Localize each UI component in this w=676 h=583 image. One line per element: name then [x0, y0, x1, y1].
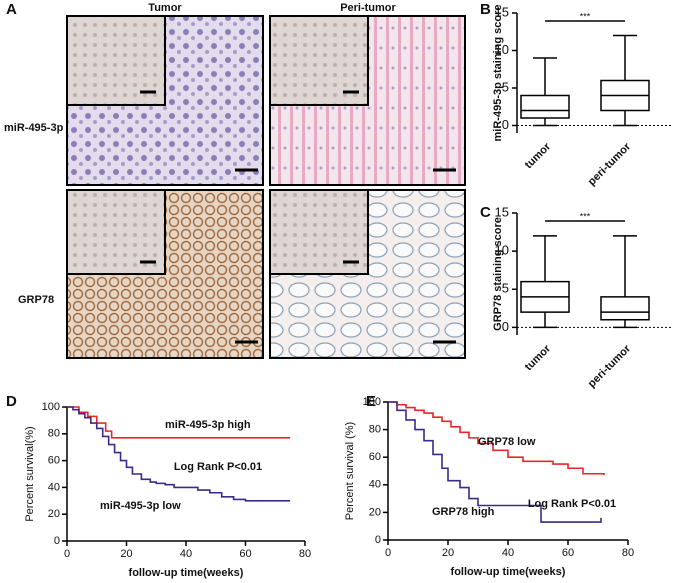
x-tick-label: 60	[239, 548, 251, 560]
y-tick-label: 40	[369, 479, 381, 491]
micrographs	[66, 15, 466, 359]
x-tick-label: 80	[622, 547, 634, 559]
panel-letter: B	[480, 1, 491, 18]
y-tick-label: 0	[502, 117, 509, 132]
annotation: Log Rank P<0.01	[174, 461, 262, 473]
box	[520, 94, 570, 119]
y-tick-label: 0	[502, 319, 509, 334]
series-label: GRP78 high	[432, 506, 495, 518]
y-tick-label: 80	[48, 428, 60, 440]
panel-letter: A	[6, 1, 17, 18]
y-tick-label: 80	[369, 424, 381, 436]
panel-a: A Tumor Peri-tumor miR-495-3p GRP78	[4, 1, 466, 359]
x-axis-label: follow-up time(weeks)	[451, 566, 566, 578]
y-tick-label: 15	[495, 204, 509, 219]
y-tick-label: 0	[375, 534, 381, 546]
row-label: GRP78	[18, 294, 54, 306]
x-tick-label: tumor	[523, 342, 554, 373]
y-tick-label: 5	[502, 281, 509, 296]
y-axis-label: Percent survival(%)	[24, 426, 36, 521]
scale-bars	[140, 90, 456, 344]
x-tick-label: 20	[442, 547, 454, 559]
panel-letter: C	[480, 204, 491, 221]
box	[600, 296, 650, 321]
inset	[269, 189, 369, 275]
x-tick-label: 0	[64, 548, 70, 560]
y-tick-label: 10	[495, 243, 509, 258]
significance-label: ***	[580, 211, 591, 221]
x-tick-label: 80	[299, 548, 311, 560]
x-tick-label: peri-tumor	[586, 342, 634, 390]
y-tick-label: 20	[48, 508, 60, 520]
x-tick-label: tumor	[523, 140, 554, 171]
x-tick-label: 0	[385, 547, 391, 559]
inset	[66, 189, 166, 275]
column-label: Peri-tumor	[340, 2, 396, 14]
survival-curve	[388, 401, 602, 523]
y-tick-label: 0	[54, 535, 60, 547]
y-tick-label: 100	[42, 401, 60, 413]
series-label: miR-495-3p low	[100, 500, 181, 512]
y-tick-label: 60	[369, 451, 381, 463]
inset	[269, 15, 369, 106]
y-tick-label: 5	[502, 79, 509, 94]
y-tick-label: 20	[369, 506, 381, 518]
survival-curve	[67, 406, 291, 502]
x-tick-label: 60	[562, 547, 574, 559]
y-tick-label: 60	[48, 455, 60, 467]
panel-letter: E	[366, 393, 376, 410]
column-label: Tumor	[148, 2, 182, 14]
y-axis-label: GRP78 staining score	[492, 217, 504, 331]
series-label: GRP78 low	[478, 436, 536, 448]
x-axis-label: follow-up time(weeks)	[129, 567, 244, 579]
row-label: miR-495-3p	[4, 122, 64, 134]
series-label: miR-495-3p high	[165, 419, 251, 431]
y-tick-label: 100	[363, 396, 381, 408]
x-tick-label: peri-tumor	[586, 140, 634, 188]
x-tick-label: 40	[180, 548, 192, 560]
y-tick-label: 40	[48, 481, 60, 493]
inset	[66, 15, 166, 106]
significance-label: ***	[580, 11, 591, 21]
x-tick-label: 20	[120, 548, 132, 560]
survival-curve	[388, 401, 605, 476]
x-tick-label: 40	[502, 547, 514, 559]
y-tick-label: 15	[495, 4, 509, 19]
y-axis-label: miR-495-3p staining score	[492, 5, 504, 142]
y-axis-label: Percent survival (%)	[344, 422, 356, 520]
annotation: Log Rank P<0.01	[528, 498, 616, 510]
panel-letter: D	[6, 393, 17, 410]
y-tick-label: 10	[495, 42, 509, 57]
